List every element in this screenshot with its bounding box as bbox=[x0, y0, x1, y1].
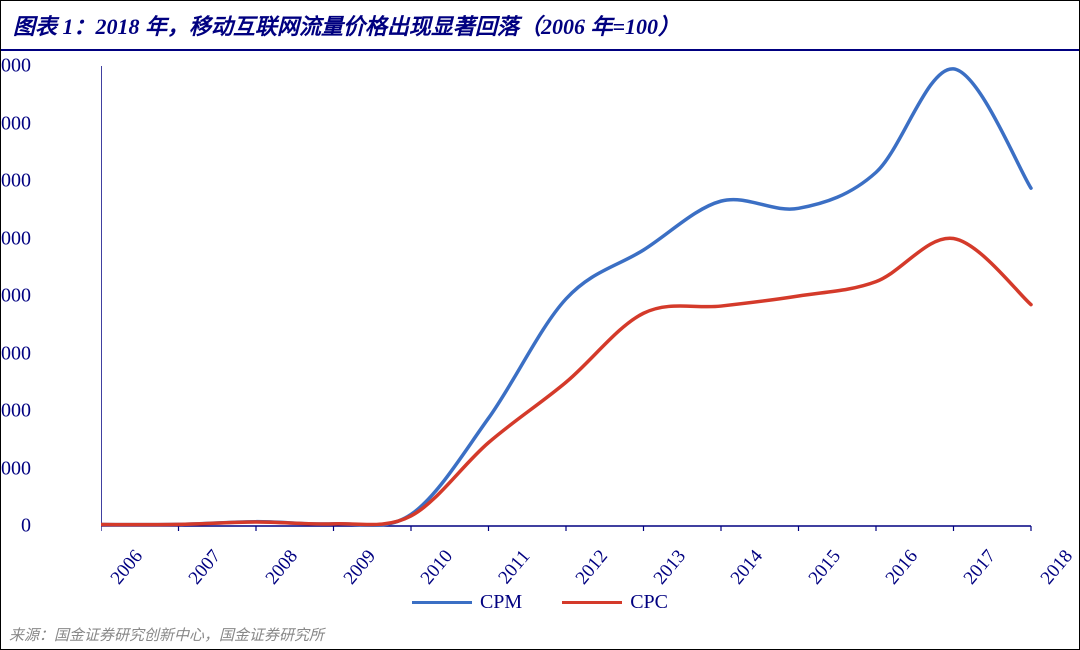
line-cpc bbox=[101, 238, 1031, 524]
x-tick-label: 2007 bbox=[184, 546, 225, 589]
y-tick-label: 16,000 bbox=[0, 285, 31, 308]
x-tick-label: 2013 bbox=[649, 546, 690, 589]
x-tick-label: 2008 bbox=[262, 546, 303, 589]
chart-plot-area bbox=[101, 61, 1041, 531]
y-tick-label: 32,000 bbox=[0, 55, 31, 78]
y-tick-label: 8,000 bbox=[0, 400, 31, 423]
legend-swatch bbox=[412, 601, 472, 604]
y-tick-label: 28,000 bbox=[0, 112, 31, 135]
x-tick-label: 2010 bbox=[417, 546, 458, 589]
legend: CPM CPC bbox=[1, 591, 1079, 614]
chart-title: 图表 1：2018 年，移动互联网流量价格出现显著回落（2006 年=100） bbox=[1, 1, 1079, 51]
source-text: 来源：国金证券研究创新中心，国金证券研究所 bbox=[9, 624, 324, 645]
legend-item-cpm: CPM bbox=[412, 591, 522, 614]
x-tick-label: 2012 bbox=[572, 546, 613, 589]
chart-container: 图表 1：2018 年，移动互联网流量价格出现显著回落（2006 年=100） … bbox=[0, 0, 1080, 650]
legend-label: CPM bbox=[480, 591, 522, 614]
x-tick-label: 2018 bbox=[1037, 546, 1078, 589]
y-tick-label: 20,000 bbox=[0, 227, 31, 250]
x-tick-label: 2009 bbox=[339, 546, 380, 589]
legend-label: CPC bbox=[630, 591, 668, 614]
y-tick-label: 0 bbox=[0, 515, 31, 538]
legend-item-cpc: CPC bbox=[562, 591, 668, 614]
chart-svg bbox=[101, 61, 1041, 531]
x-tick-label: 2011 bbox=[494, 546, 535, 589]
legend-swatch bbox=[562, 601, 622, 604]
x-tick-label: 2015 bbox=[804, 546, 845, 589]
line-cpm bbox=[101, 69, 1031, 526]
x-tick-label: 2016 bbox=[882, 546, 923, 589]
x-tick-label: 2017 bbox=[959, 546, 1000, 589]
x-tick-label: 2006 bbox=[107, 546, 148, 589]
x-axis-labels: 2006 2007 2008 2009 2010 2011 2012 2013 2014 2015… bbox=[101, 536, 1041, 586]
y-tick-label: 24,000 bbox=[0, 170, 31, 193]
y-tick-label: 4,000 bbox=[0, 457, 31, 480]
y-tick-label: 12,000 bbox=[0, 342, 31, 365]
x-tick-label: 2014 bbox=[727, 546, 768, 589]
